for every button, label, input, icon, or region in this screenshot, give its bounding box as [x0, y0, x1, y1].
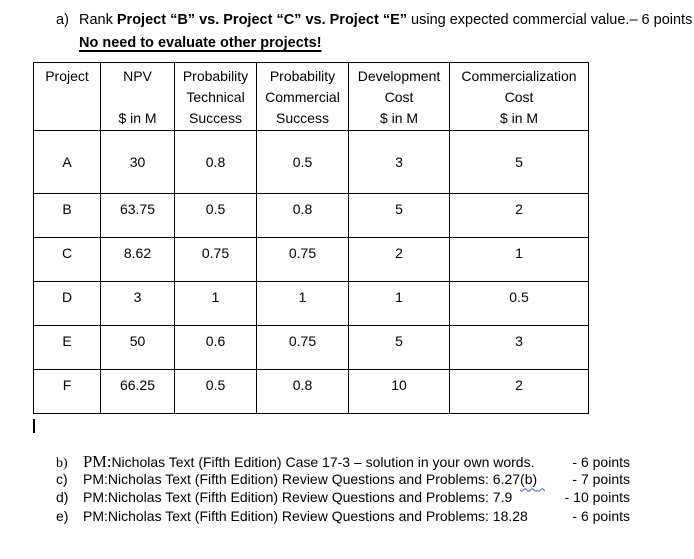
- question-a-prefix: Rank: [79, 12, 117, 28]
- cell-prob-technical: 1: [174, 280, 257, 326]
- question-a-marker: a): [56, 12, 69, 28]
- question-d-marker: d): [56, 489, 69, 506]
- question-a-suffix: using expected commercial value.: [407, 12, 630, 28]
- cell-project: F: [33, 368, 101, 414]
- question-item-c: c) PM: Nicholas Text (Fifth Edition) Rev…: [56, 471, 630, 490]
- cell-development-cost: 2: [348, 236, 450, 282]
- cell-commercialization-cost: 3: [449, 324, 589, 370]
- cell-development-cost: 1: [348, 280, 450, 326]
- question-a: a) Rank Project “B” vs. Project “C” vs. …: [56, 9, 692, 55]
- question-e-pm: PM:: [83, 507, 108, 524]
- cell-prob-commercial: 0.8: [256, 192, 349, 238]
- cell-npv: 63.75: [100, 192, 175, 238]
- cell-development-cost: 3: [348, 129, 450, 194]
- cell-development-cost: 5: [348, 324, 450, 370]
- projects-table: Project NPV $ in M Probability Technical Su…: [33, 62, 589, 414]
- question-b-pm: PM:: [83, 452, 112, 471]
- cell-development-cost: 5: [348, 192, 450, 238]
- question-a-points: – 6 points: [629, 12, 693, 28]
- cell-npv: 66.25: [100, 368, 175, 414]
- question-a-bold-projects: Project “B” vs. Project “C” vs. Project …: [116, 12, 407, 28]
- question-a-text: Rank Project “B” vs. Project “C” vs. Pro…: [79, 9, 629, 32]
- cell-project: D: [33, 280, 101, 326]
- header-prob-commercial: Probability Commercial Success: [256, 62, 349, 131]
- question-e-marker: e): [56, 507, 69, 524]
- table-row-d: D 3 1 1 1 0.5: [33, 280, 589, 326]
- cell-npv: 30: [100, 129, 175, 194]
- table-row-e: E 50 0.6 0.75 5 3: [33, 324, 589, 370]
- header-commercialization-cost: Commercialization Cost $ in M: [449, 62, 589, 131]
- question-item-d: d) PM: Nicholas Text (Fifth Edition) Rev…: [56, 489, 630, 508]
- table-row-c: C 8.62 0.75 0.75 2 1: [33, 236, 589, 282]
- cell-npv: 3: [100, 280, 175, 326]
- question-item-b: b) PM: Nicholas Text (Fifth Edition) Cas…: [56, 452, 630, 471]
- table-header-row: Project NPV $ in M Probability Technical Su…: [33, 62, 589, 131]
- cell-prob-technical: 0.8: [174, 129, 257, 194]
- question-c-text: Nicholas Text (Fifth Edition) Review Que…: [107, 470, 521, 487]
- question-b-points: - 6 points: [572, 454, 630, 470]
- cell-prob-technical: 0.6: [174, 324, 257, 370]
- question-c-pm: PM:: [83, 470, 108, 487]
- cell-commercialization-cost: 1: [449, 236, 589, 282]
- cell-commercialization-cost: 5: [449, 129, 589, 194]
- cell-project: E: [33, 324, 101, 370]
- question-e-text: Nicholas Text (Fifth Edition) Review Que…: [107, 507, 528, 524]
- question-list: b) PM: Nicholas Text (Fifth Edition) Cas…: [56, 452, 630, 526]
- text-cursor[interactable]: [33, 419, 35, 433]
- question-a-line: a) Rank Project “B” vs. Project “C” vs. …: [56, 9, 692, 32]
- cell-development-cost: 10: [348, 368, 450, 414]
- cell-npv: 50: [100, 324, 175, 370]
- table-row-b: B 63.75 0.5 0.8 5 2: [33, 192, 589, 238]
- header-project: Project: [33, 62, 101, 131]
- table-row-f: F 66.25 0.5 0.8 10 2: [33, 368, 589, 414]
- cell-prob-commercial: 0.8: [256, 368, 349, 414]
- question-d-points: - 10 points: [564, 489, 630, 506]
- table-row-a: A 30 0.8 0.5 3 5: [33, 129, 589, 194]
- cell-commercialization-cost: 0.5: [449, 280, 589, 326]
- question-a-note: No need to evaluate other projects!: [79, 35, 322, 51]
- question-c-marker: c): [56, 470, 68, 487]
- cell-prob-commercial: 1: [256, 280, 349, 326]
- cell-project: A: [33, 129, 101, 194]
- cell-prob-commercial: 0.5: [256, 129, 349, 194]
- question-b-text: Nicholas Text (Fifth Edition) Case 17-3 …: [111, 454, 535, 470]
- question-d-text: Nicholas Text (Fifth Edition) Review Que…: [107, 489, 513, 506]
- question-d-pm: PM:: [83, 489, 108, 506]
- projects-table-wrapper: Project NPV $ in M Probability Technical Su…: [33, 62, 589, 414]
- cell-prob-technical: 0.75: [174, 236, 257, 282]
- cell-prob-commercial: 0.75: [256, 324, 349, 370]
- cell-prob-technical: 0.5: [174, 368, 257, 414]
- header-prob-technical: Probability Technical Success: [174, 62, 257, 131]
- cell-project: B: [33, 192, 101, 238]
- cell-commercialization-cost: 2: [449, 192, 589, 238]
- cell-prob-technical: 0.5: [174, 192, 257, 238]
- header-npv: NPV $ in M: [100, 62, 175, 131]
- question-c-flagged-text: (b): [520, 470, 538, 487]
- cell-prob-commercial: 0.75: [256, 236, 349, 282]
- question-b-marker: b): [56, 456, 68, 471]
- cell-npv: 8.62: [100, 236, 175, 282]
- header-development-cost: Development Cost $ in M: [348, 62, 450, 131]
- question-c-points: - 7 points: [572, 470, 630, 487]
- cell-commercialization-cost: 2: [449, 368, 589, 414]
- question-item-e: e) PM: Nicholas Text (Fifth Edition) Rev…: [56, 508, 630, 527]
- question-e-points: - 6 points: [572, 507, 630, 524]
- cell-project: C: [33, 236, 101, 282]
